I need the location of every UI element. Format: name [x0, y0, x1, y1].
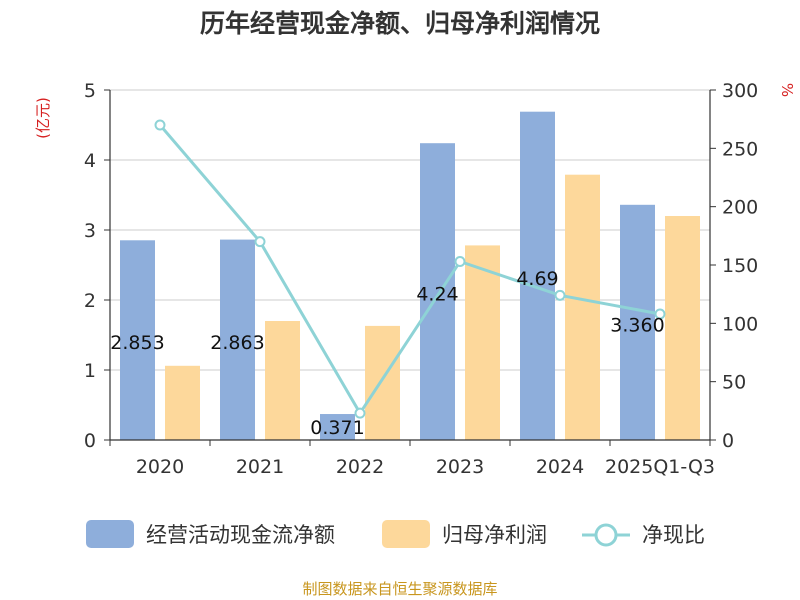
x-tick-label: 2022 [336, 456, 384, 478]
data-labels: 2.853 2.863 0.371 4.24 4.69 3.360 [110, 268, 664, 439]
y-right-tick-label: 200 [722, 197, 758, 219]
grid-lines [110, 89, 710, 371]
y-right-tick-label: 100 [722, 313, 758, 335]
bar-value-label: 4.24 [416, 284, 458, 306]
bar-profit [165, 365, 200, 440]
y-right-tick-label: 0 [722, 430, 734, 452]
bar-value-label: 2.853 [110, 332, 164, 354]
y-left-tick-label: 0 [84, 430, 96, 452]
y-right-tick-label: 50 [722, 372, 746, 394]
bar-value-label: 3.360 [610, 314, 664, 336]
bar-profit [665, 216, 700, 440]
legend-swatch-cashflow [86, 520, 134, 548]
y-right-tick-label: 300 [722, 80, 758, 102]
ratio-point [154, 119, 166, 131]
bar-cashflow [520, 111, 555, 440]
x-tick-label: 2024 [536, 456, 584, 478]
bar-profit [365, 325, 400, 440]
ratio-point [254, 236, 266, 248]
legend-label-ratio: 净现比 [642, 523, 705, 547]
y-left-tick-label: 3 [84, 220, 96, 242]
legend-swatch-ratio-marker [594, 523, 618, 547]
bar-cashflow [220, 239, 255, 440]
source-note: 制图数据来自恒生聚源数据库 [302, 580, 497, 598]
y-left-axis: 0 1 2 3 4 5 [84, 80, 111, 452]
chart-title: 历年经营现金净额、归母净利润情况 [200, 9, 600, 38]
bar-cashflow [320, 414, 355, 440]
bar-series [120, 111, 700, 440]
y-right-unit: % [778, 83, 796, 97]
bar-value-label: 2.863 [210, 332, 264, 354]
legend-label-profit: 归母净利润 [442, 523, 547, 547]
y-left-tick-label: 5 [84, 80, 96, 102]
ratio-point [454, 256, 466, 267]
x-tick-label: 2025Q1-Q3 [605, 456, 715, 478]
y-right-tick-label: 150 [722, 255, 758, 277]
bar-value-label: 0.371 [310, 417, 364, 439]
y-left-tick-label: 2 [84, 290, 96, 312]
line-series [154, 119, 666, 419]
y-right-tick-label: 250 [722, 138, 758, 160]
ratio-point [654, 308, 666, 320]
bar-profit [565, 174, 600, 440]
legend-swatch-profit [382, 520, 430, 548]
bar-value-label: 4.69 [516, 268, 558, 290]
x-tick-label: 2020 [136, 456, 184, 478]
x-tick-label: 2021 [236, 456, 284, 478]
ratio-point [354, 407, 366, 419]
y-left-unit: (亿元) [34, 97, 52, 139]
x-axis: 2020 2021 2022 2023 2024 2025Q1-Q3 [109, 439, 715, 478]
y-left-tick-label: 1 [84, 360, 96, 382]
bar-cashflow [420, 143, 455, 440]
ratio-point [554, 289, 566, 301]
bar-cashflow [620, 204, 655, 440]
x-tick-label: 2023 [436, 456, 484, 478]
bar-profit [265, 321, 300, 440]
bar-profit [465, 245, 500, 440]
y-left-tick-label: 4 [84, 150, 96, 172]
legend[interactable]: 经营活动现金流净额 归母净利润 净现比 [86, 520, 705, 548]
ratio-line [158, 124, 661, 417]
bar-cashflow [120, 240, 155, 440]
legend-label-cashflow: 经营活动现金流净额 [146, 523, 335, 547]
y-right-axis: 0 50 100 150 200 250 300 [709, 80, 758, 452]
